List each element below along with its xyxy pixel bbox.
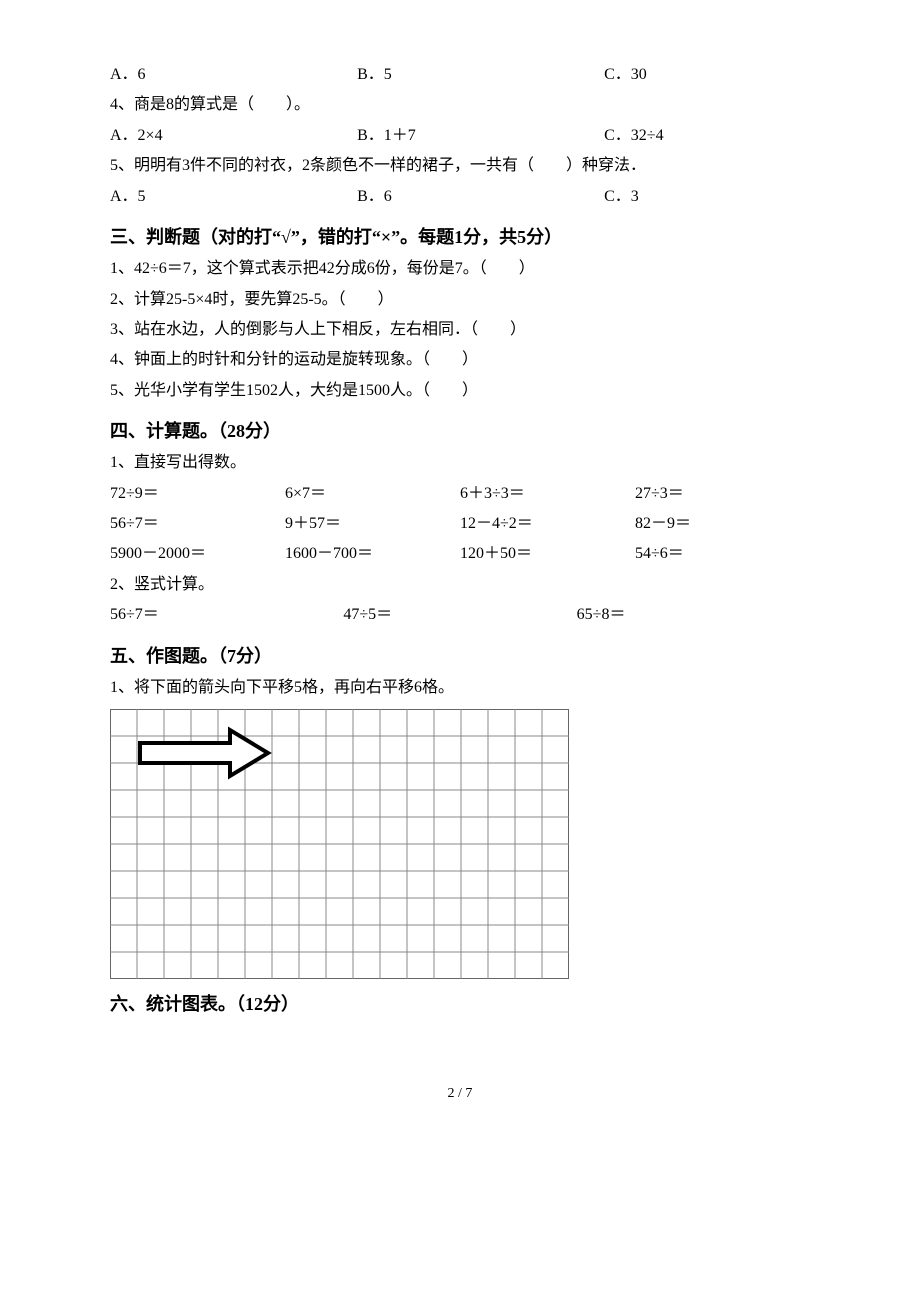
vert-cell: 65÷8＝ — [577, 600, 810, 630]
calc-cell: 6×7＝ — [285, 479, 460, 509]
calc-row-3: 5900－2000＝ 1600－700＝ 120＋50＝ 54÷6＝ — [110, 539, 810, 569]
grid-svg — [110, 709, 569, 979]
sec4-sub1: 1、直接写出得数。 — [110, 448, 810, 478]
calc-cell: 5900－2000＝ — [110, 539, 285, 569]
q4-options: A．2×4 B．1＋7 C．32÷4 — [110, 121, 810, 151]
grid-figure — [110, 709, 810, 979]
sec3-item-3: 3、站在水边，人的倒影与人上下相反，左右相同．（ ） — [110, 315, 810, 345]
opt-c: C．32÷4 — [604, 121, 810, 151]
sec3-item-4: 4、钟面上的时针和分针的运动是旋转现象。（ ） — [110, 345, 810, 375]
opt-b: B．6 — [357, 182, 604, 212]
sec5-q1: 1、将下面的箭头向下平移5格，再向右平移6格。 — [110, 673, 810, 703]
calc-cell: 120＋50＝ — [460, 539, 635, 569]
calc-cell: 1600－700＝ — [285, 539, 460, 569]
calc-cell: 72÷9＝ — [110, 479, 285, 509]
section-4-heading: 四、计算题。（28分） — [110, 414, 810, 448]
opt-c: C．30 — [604, 60, 810, 90]
opt-b: B．1＋7 — [357, 121, 604, 151]
q5-stem: 5、明明有3件不同的衬衣，2条颜色不一样的裙子，一共有（ ）种穿法． — [110, 151, 810, 181]
q5-options: A．5 B．6 C．3 — [110, 182, 810, 212]
calc-cell: 27÷3＝ — [635, 479, 810, 509]
opt-a: A．6 — [110, 60, 357, 90]
opt-c: C．3 — [604, 182, 810, 212]
q4-stem: 4、商是8的算式是（ ）。 — [110, 90, 810, 120]
q-prev-options: A．6 B．5 C．30 — [110, 60, 810, 90]
calc-cell: 9＋57＝ — [285, 509, 460, 539]
calc-cell: 6＋3÷3＝ — [460, 479, 635, 509]
section-6-heading: 六、统计图表。（12分） — [110, 987, 810, 1021]
calc-cell: 82－9＝ — [635, 509, 810, 539]
calc-cell: 12－4÷2＝ — [460, 509, 635, 539]
vert-cell: 47÷5＝ — [343, 600, 576, 630]
sec3-item-5: 5、光华小学有学生1502人，大约是1500人。（ ） — [110, 376, 810, 406]
calc-row-2: 56÷7＝ 9＋57＝ 12－4÷2＝ 82－9＝ — [110, 509, 810, 539]
opt-b: B．5 — [357, 60, 604, 90]
sec3-item-2: 2、计算25-5×4时，要先算25-5。（ ） — [110, 285, 810, 315]
sec3-item-1: 1、42÷6＝7，这个算式表示把42分成6份，每份是7。（ ） — [110, 254, 810, 284]
page-number: 2 / 7 — [110, 1081, 810, 1108]
calc-cell: 56÷7＝ — [110, 509, 285, 539]
opt-a: A．5 — [110, 182, 357, 212]
vert-cell: 56÷7＝ — [110, 600, 343, 630]
opt-a: A．2×4 — [110, 121, 357, 151]
section-5-heading: 五、作图题。（7分） — [110, 639, 810, 673]
sec4-sub2: 2、竖式计算。 — [110, 570, 810, 600]
calc-cell: 54÷6＝ — [635, 539, 810, 569]
calc-row-1: 72÷9＝ 6×7＝ 6＋3÷3＝ 27÷3＝ — [110, 479, 810, 509]
section-3-heading: 三、判断题（对的打“√”，错的打“×”。每题1分，共5分） — [110, 220, 810, 254]
vert-row: 56÷7＝ 47÷5＝ 65÷8＝ — [110, 600, 810, 630]
